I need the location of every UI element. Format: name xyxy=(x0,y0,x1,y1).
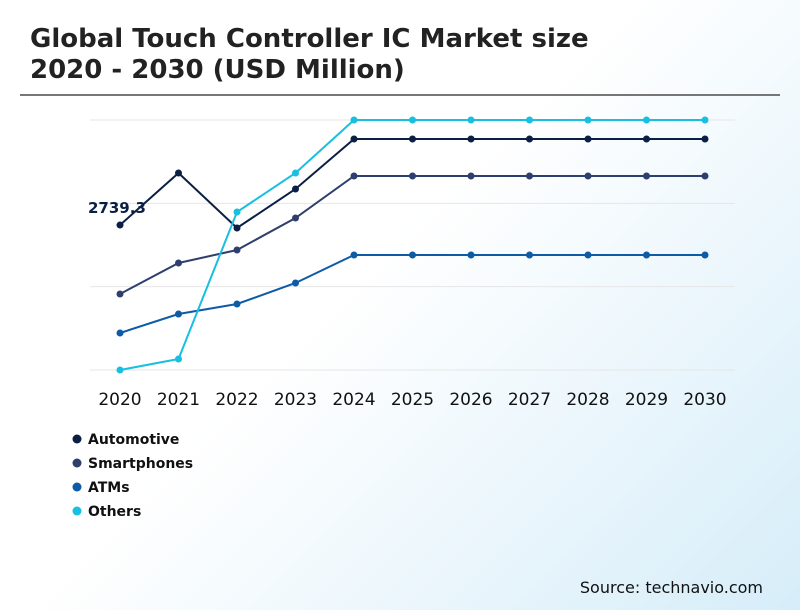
x-tick-label: 2026 xyxy=(449,390,492,410)
point xyxy=(175,310,182,318)
point xyxy=(526,251,533,259)
point xyxy=(409,172,416,180)
x-tick-label: 2025 xyxy=(391,390,434,410)
x-tick-label: 2021 xyxy=(157,390,200,410)
point xyxy=(175,259,182,267)
point xyxy=(292,185,299,193)
point xyxy=(584,116,592,124)
x-tick-label: 2030 xyxy=(683,390,726,410)
x-tick-label: 2024 xyxy=(332,390,375,410)
legend-marker xyxy=(72,434,82,444)
legend-label: ATMs xyxy=(88,480,130,496)
point xyxy=(116,329,124,337)
point xyxy=(467,251,475,259)
point xyxy=(701,172,709,180)
x-tick-label: 2028 xyxy=(566,390,609,410)
point xyxy=(116,290,124,298)
point xyxy=(350,135,358,143)
point xyxy=(701,251,709,259)
point xyxy=(467,172,475,180)
point xyxy=(643,135,650,143)
point xyxy=(233,224,241,232)
point xyxy=(292,169,299,177)
point xyxy=(233,300,241,308)
point xyxy=(233,246,241,254)
point xyxy=(584,135,592,143)
point xyxy=(643,251,650,259)
point xyxy=(409,251,416,259)
point xyxy=(409,135,416,143)
source: Source: technavio.com xyxy=(579,578,763,597)
x-tick-label: 2029 xyxy=(625,390,668,410)
point xyxy=(116,221,124,229)
x-tick-label: 2020 xyxy=(98,390,141,410)
point xyxy=(350,172,358,180)
point xyxy=(292,279,299,287)
point xyxy=(526,135,533,143)
point xyxy=(526,116,533,124)
legend-marker xyxy=(72,458,82,468)
chart: 2020 2021 2022 2023 2024 2025 2026 2027 2028 2029… xyxy=(72,116,735,520)
point xyxy=(292,214,299,222)
point xyxy=(701,116,709,124)
point xyxy=(175,169,182,177)
point xyxy=(643,172,650,180)
legend-label: Smartphones xyxy=(88,456,193,472)
legend-label: Others xyxy=(88,504,141,520)
legend-marker xyxy=(72,506,82,516)
x-tick-label: 2027 xyxy=(508,390,551,410)
point xyxy=(467,116,475,124)
data-label: 2739.3 xyxy=(88,199,146,217)
title-rule xyxy=(20,94,780,96)
point xyxy=(409,116,416,124)
point xyxy=(116,366,124,374)
series-line xyxy=(119,138,705,230)
point xyxy=(467,135,475,143)
point xyxy=(175,355,182,363)
point xyxy=(350,116,358,124)
legend-label: Automotive xyxy=(88,432,179,448)
x-tick-label: 2022 xyxy=(215,390,258,410)
legend-marker xyxy=(72,482,82,492)
point xyxy=(584,172,592,180)
point xyxy=(643,116,650,124)
series-line xyxy=(119,175,705,295)
x-tick-label: 2023 xyxy=(274,390,317,410)
point xyxy=(584,251,592,259)
series-line xyxy=(119,119,705,371)
point xyxy=(233,208,241,216)
series-line xyxy=(119,254,705,334)
point xyxy=(350,251,358,259)
chart-title: Global Touch Controller IC Market size 2… xyxy=(30,24,589,85)
point xyxy=(701,135,709,143)
point xyxy=(526,172,533,180)
